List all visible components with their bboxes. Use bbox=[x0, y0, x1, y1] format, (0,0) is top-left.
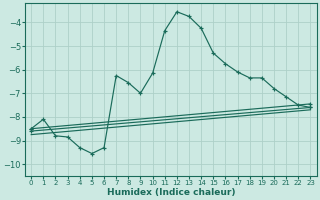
X-axis label: Humidex (Indice chaleur): Humidex (Indice chaleur) bbox=[107, 188, 235, 197]
